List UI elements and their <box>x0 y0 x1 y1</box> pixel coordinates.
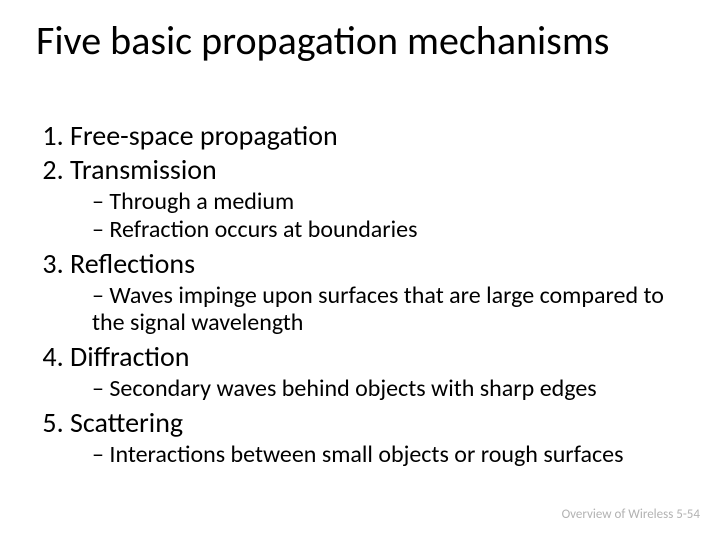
item-label: Transmission <box>70 152 217 187</box>
sub-list: Through a medium Refraction occurs at bo… <box>70 188 684 243</box>
main-list: Free-space propagation Transmission Thro… <box>36 120 684 469</box>
sub-list: Waves impinge upon surfaces that are lar… <box>70 282 684 337</box>
sub-item: Waves impinge upon surfaces that are lar… <box>92 282 684 337</box>
sub-item: Refraction occurs at boundaries <box>92 216 684 244</box>
slide: Five basic propagation mechanisms Free-s… <box>0 0 720 540</box>
slide-footer: Overview of Wireless 5-54 <box>562 507 700 522</box>
sub-item: Through a medium <box>92 188 684 216</box>
item-label: Reflections <box>70 246 195 281</box>
slide-title: Five basic propagation mechanisms <box>36 20 684 62</box>
sub-item: Secondary waves behind objects with shar… <box>92 375 684 403</box>
list-item: Reflections Waves impinge upon surfaces … <box>70 248 684 337</box>
list-item: Scattering Interactions between small ob… <box>70 407 684 469</box>
list-item: Diffraction Secondary waves behind objec… <box>70 341 684 403</box>
sub-list: Interactions between small objects or ro… <box>70 441 684 469</box>
item-label: Free-space propagation <box>70 118 338 153</box>
item-label: Scattering <box>70 405 183 440</box>
slide-body: Free-space propagation Transmission Thro… <box>36 120 684 473</box>
sub-list: Secondary waves behind objects with shar… <box>70 375 684 403</box>
sub-item: Interactions between small objects or ro… <box>92 441 684 469</box>
list-item: Free-space propagation <box>70 120 684 152</box>
list-item: Transmission Through a medium Refraction… <box>70 154 684 243</box>
item-label: Diffraction <box>70 339 190 374</box>
